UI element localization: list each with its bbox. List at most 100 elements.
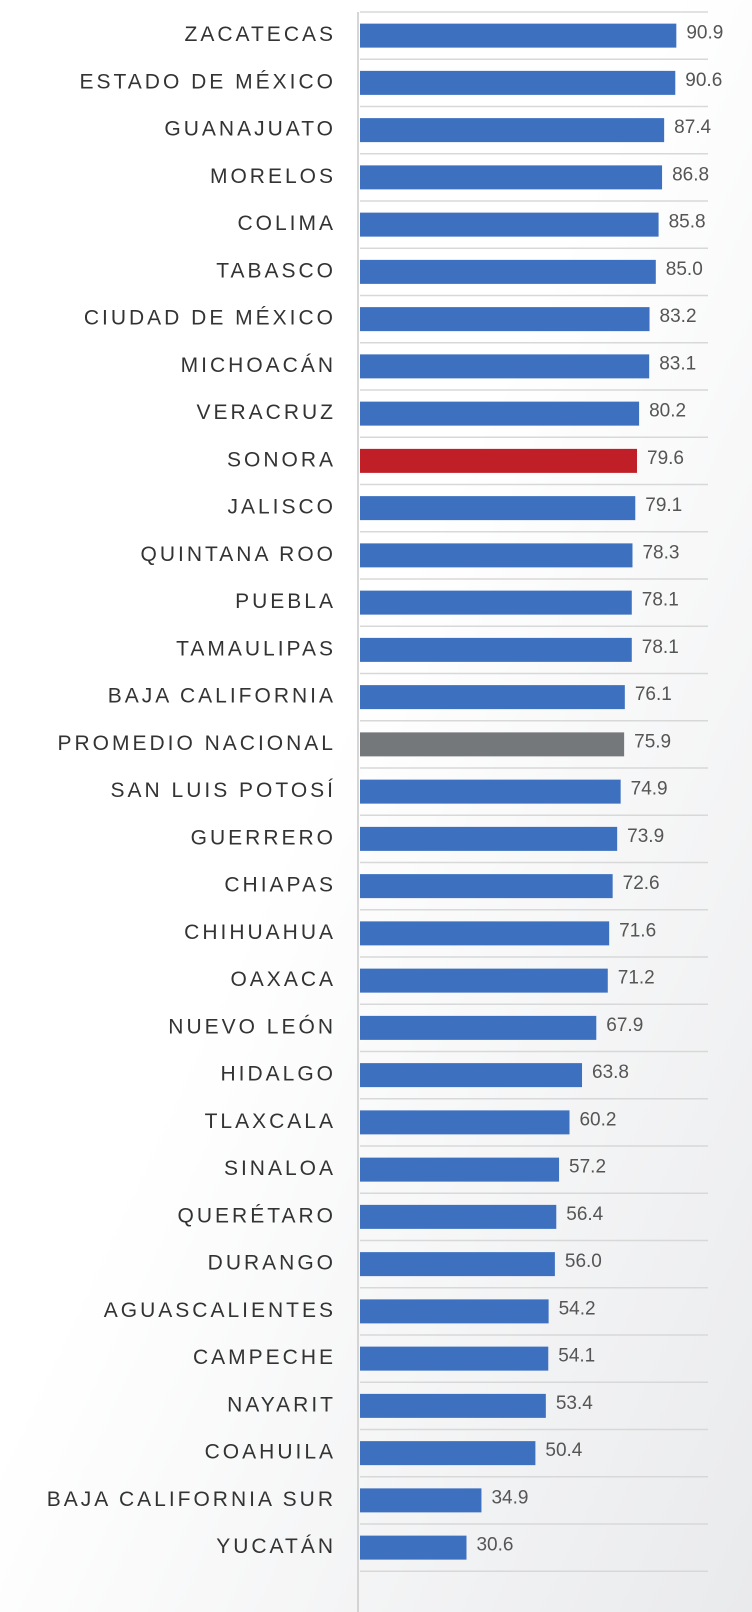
category-label: PUEBLA: [235, 590, 336, 613]
value-label: 34.9: [491, 1487, 528, 1508]
bar: [360, 637, 632, 662]
bar: [360, 496, 636, 521]
value-label: 63.8: [592, 1062, 629, 1083]
category-label: JALISCO: [227, 496, 336, 519]
category-label: HIDALGO: [220, 1063, 336, 1086]
category-label: YUCATÁN: [216, 1535, 336, 1558]
bar: [360, 921, 610, 946]
bar: [360, 1441, 536, 1466]
category-label: VERACRUZ: [196, 401, 336, 424]
bar: [360, 212, 659, 237]
bar: [360, 1015, 597, 1040]
value-label: 56.4: [566, 1204, 603, 1225]
value-label: 87.4: [674, 117, 711, 138]
value-label: 85.8: [669, 212, 706, 233]
bar: [360, 1204, 557, 1229]
value-label: 67.9: [606, 1015, 643, 1036]
category-label: MORELOS: [210, 165, 336, 188]
category-label: DURANGO: [208, 1252, 336, 1275]
value-label: 60.2: [579, 1109, 616, 1130]
bar: [360, 1393, 546, 1418]
bar: [360, 1063, 583, 1088]
value-label: 74.9: [631, 779, 668, 800]
value-label: 72.6: [623, 873, 660, 894]
bar: [360, 307, 650, 332]
value-label: 54.1: [558, 1346, 595, 1367]
value-label: 30.6: [476, 1535, 513, 1556]
category-label: OAXACA: [230, 968, 336, 991]
category-label: CIUDAD DE MÉXICO: [84, 307, 336, 330]
category-label: QUINTANA ROO: [141, 543, 336, 566]
bar: [360, 826, 618, 851]
value-label: 79.6: [647, 448, 684, 469]
bar: [360, 968, 608, 993]
value-label: 90.6: [685, 70, 722, 91]
category-label: TABASCO: [216, 259, 336, 282]
bar: [360, 448, 638, 473]
value-label: 75.9: [634, 731, 671, 752]
value-label: 56.0: [565, 1251, 602, 1272]
category-label: NAYARIT: [227, 1393, 336, 1416]
bar: [360, 1346, 549, 1371]
bar: [360, 23, 677, 48]
value-label: 79.1: [645, 495, 682, 516]
category-label: MICHOACÁN: [181, 354, 336, 377]
bar: [360, 1299, 549, 1324]
bar: [360, 874, 613, 899]
category-label: COLIMA: [237, 212, 336, 235]
category-label: AGUASCALIENTES: [104, 1299, 336, 1322]
bar: [360, 779, 621, 804]
bar: [360, 401, 640, 426]
bar: [360, 1535, 467, 1560]
value-label: 57.2: [569, 1157, 606, 1178]
category-label: GUERRERO: [191, 826, 336, 849]
category-label: ESTADO DE MÉXICO: [80, 70, 336, 93]
value-label: 80.2: [649, 401, 686, 422]
category-label: QUERÉTARO: [178, 1204, 336, 1227]
value-label: 90.9: [686, 23, 723, 44]
value-label: 54.2: [559, 1298, 596, 1319]
category-label: SAN LUIS POTOSÍ: [111, 779, 337, 802]
category-label: GUANAJUATO: [164, 118, 336, 141]
category-label: BAJA CALIFORNIA: [108, 685, 336, 708]
category-label: SONORA: [227, 448, 336, 471]
bar: [360, 543, 633, 568]
bar: [360, 259, 656, 284]
value-label: 78.3: [642, 542, 679, 563]
category-label: PROMEDIO NACIONAL: [57, 732, 336, 755]
bar: [360, 590, 632, 615]
category-label: COAHUILA: [205, 1441, 336, 1464]
value-label: 78.1: [642, 590, 679, 611]
value-label: 50.4: [545, 1440, 582, 1461]
value-label: 76.1: [635, 684, 672, 705]
bar: [360, 685, 625, 710]
bar: [360, 354, 650, 379]
bar: [360, 1157, 560, 1182]
value-label: 71.6: [619, 920, 656, 941]
category-label: CHIHUAHUA: [184, 921, 336, 944]
bar: [360, 1110, 570, 1135]
value-label: 53.4: [556, 1393, 593, 1414]
bar: [360, 165, 663, 190]
category-label: CHIAPAS: [224, 874, 336, 897]
value-label: 86.8: [672, 164, 709, 185]
category-label: TAMAULIPAS: [176, 637, 336, 660]
category-label: SINALOA: [224, 1157, 336, 1180]
category-label: NUEVO LEÓN: [168, 1015, 336, 1038]
bar: [360, 1488, 482, 1513]
category-label: BAJA CALIFORNIA SUR: [47, 1488, 336, 1511]
bar: [360, 118, 665, 143]
category-label: CAMPECHE: [193, 1346, 336, 1369]
value-label: 83.1: [659, 353, 696, 374]
bar: [360, 70, 676, 95]
bar: [360, 1252, 555, 1277]
value-label: 85.0: [666, 259, 703, 280]
bar: [360, 732, 625, 757]
category-label: ZACATECAS: [185, 23, 336, 46]
value-label: 71.2: [618, 968, 655, 989]
value-label: 78.1: [642, 637, 679, 658]
value-label: 83.2: [660, 306, 697, 327]
value-label: 73.9: [627, 826, 664, 847]
category-label: TLAXCALA: [205, 1110, 336, 1133]
